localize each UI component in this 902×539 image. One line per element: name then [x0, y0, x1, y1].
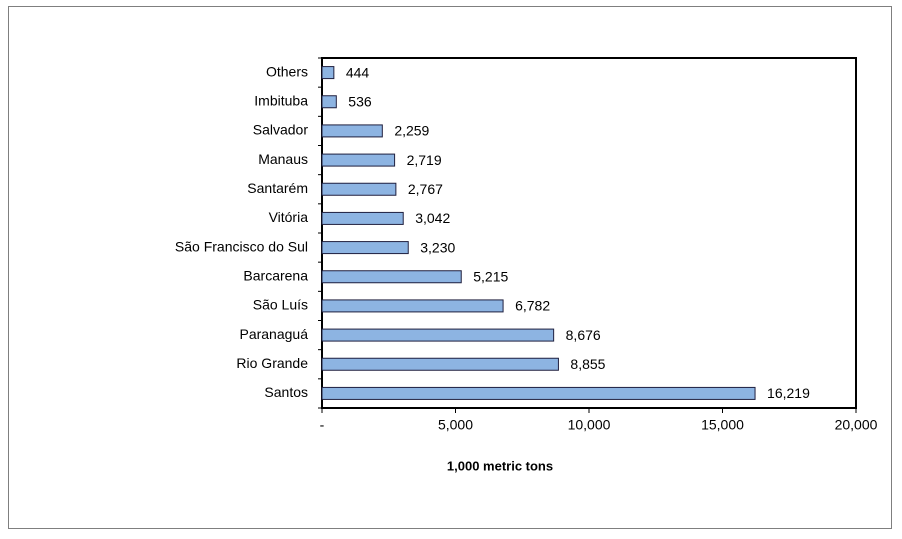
value-label: 2,719	[407, 152, 442, 168]
bar	[321, 357, 559, 371]
bar	[321, 241, 409, 255]
bar	[321, 386, 756, 400]
bar	[321, 270, 462, 284]
bar	[321, 66, 335, 80]
bar	[321, 328, 555, 342]
value-label: 3,230	[420, 239, 455, 255]
bar	[321, 211, 404, 225]
bar	[321, 95, 337, 109]
value-label: 2,259	[394, 123, 429, 139]
y-tick-label: Santos	[264, 384, 308, 400]
value-label: 536	[348, 93, 372, 109]
value-label: 5,215	[473, 268, 508, 284]
y-tick-label: Others	[266, 63, 308, 79]
x-tick-label: 10,000	[568, 417, 611, 433]
y-tick-label: Barcarena	[243, 267, 308, 283]
x-tick-label: -	[320, 417, 325, 433]
x-tick-label: 20,000	[835, 417, 878, 433]
bar	[321, 299, 504, 313]
y-tick-label: Paranaguá	[239, 326, 308, 342]
y-tick-label: Vitória	[269, 209, 309, 225]
x-tick-label: 15,000	[701, 417, 744, 433]
y-tick-label: Manaus	[258, 151, 308, 167]
y-tick-label: Salvador	[253, 122, 309, 138]
value-label: 16,219	[767, 385, 810, 401]
y-tick-label: São Francisco do Sul	[175, 238, 308, 254]
value-label: 444	[346, 64, 370, 80]
bar	[321, 153, 396, 167]
value-label: 2,767	[408, 181, 443, 197]
bar	[321, 182, 397, 196]
x-tick-label: 5,000	[438, 417, 473, 433]
y-tick-label: São Luís	[253, 297, 308, 313]
value-label: 8,676	[566, 327, 601, 343]
x-axis-title: 1,000 metric tons	[447, 458, 553, 473]
value-label: 6,782	[515, 298, 550, 314]
y-tick-label: Rio Grande	[236, 355, 308, 371]
y-tick-label: Imbituba	[254, 92, 308, 108]
y-tick-label: Santarém	[247, 180, 308, 196]
chart-frame	[8, 6, 892, 529]
value-label: 3,042	[415, 210, 450, 226]
bar	[321, 124, 383, 138]
value-label: 8,855	[570, 356, 605, 372]
